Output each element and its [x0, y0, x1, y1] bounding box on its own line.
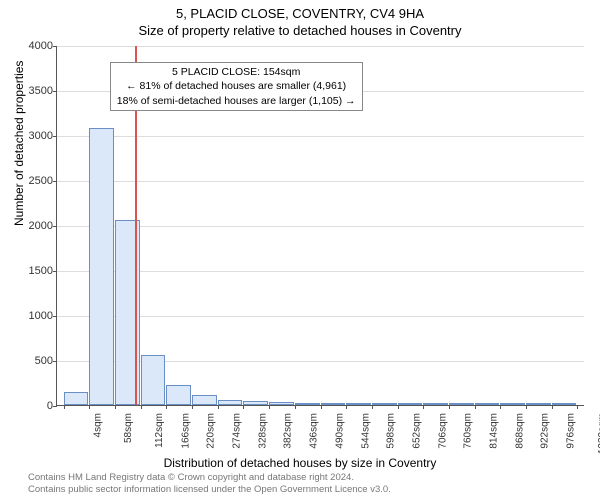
y-tick-label: 2500: [15, 175, 53, 187]
histogram-bar: [475, 403, 500, 405]
page-subtitle: Size of property relative to detached ho…: [0, 21, 600, 38]
footer-line-1: Contains HM Land Registry data © Crown c…: [28, 472, 391, 484]
histogram-bar: [141, 355, 166, 405]
x-tick-label: 274sqm: [232, 413, 243, 449]
x-tick-mark: [243, 405, 244, 409]
x-tick-mark: [295, 405, 296, 409]
x-tick-mark: [64, 405, 65, 409]
x-tick-mark: [346, 405, 347, 409]
histogram-bar: [64, 392, 89, 406]
y-tick-mark: [53, 406, 57, 407]
histogram-bar: [269, 402, 294, 405]
annotation-line: ← 81% of detached houses are smaller (4,…: [117, 79, 356, 93]
x-tick-mark: [89, 405, 90, 409]
x-tick-mark: [526, 405, 527, 409]
x-tick-label: 490sqm: [334, 413, 345, 449]
x-tick-label: 328sqm: [257, 413, 268, 449]
annotation-line: 5 PLACID CLOSE: 154sqm: [117, 65, 356, 79]
y-tick-mark: [53, 271, 57, 272]
annotation-line: 18% of semi-detached houses are larger (…: [117, 94, 356, 108]
histogram-bar: [295, 403, 320, 405]
footer-line-2: Contains public sector information licen…: [28, 484, 391, 496]
histogram-bar: [526, 403, 551, 405]
x-tick-label: 436sqm: [309, 413, 320, 449]
x-tick-label: 706sqm: [437, 413, 448, 449]
x-tick-mark: [141, 405, 142, 409]
x-tick-mark: [192, 405, 193, 409]
x-tick-mark: [218, 405, 219, 409]
x-tick-mark: [269, 405, 270, 409]
x-tick-label: 922sqm: [540, 413, 551, 449]
x-tick-mark: [166, 405, 167, 409]
x-tick-label: 112sqm: [154, 413, 165, 448]
histogram-bar: [192, 395, 217, 405]
x-tick-label: 598sqm: [386, 413, 397, 449]
x-tick-label: 382sqm: [283, 413, 294, 449]
histogram-bar: [552, 403, 577, 405]
histogram-chart: 050010001500200025003000350040004sqm58sq…: [56, 46, 584, 406]
x-tick-label: 814sqm: [489, 413, 500, 449]
y-tick-mark: [53, 91, 57, 92]
y-tick-label: 2000: [15, 220, 53, 232]
y-tick-label: 1500: [15, 265, 53, 277]
page-title-address: 5, PLACID CLOSE, COVENTRY, CV4 9HA: [0, 0, 600, 21]
x-tick-mark: [449, 405, 450, 409]
y-tick-mark: [53, 136, 57, 137]
x-tick-label: 652sqm: [411, 413, 422, 449]
x-tick-label: 868sqm: [514, 413, 525, 449]
y-tick-label: 500: [15, 355, 53, 367]
y-tick-mark: [53, 181, 57, 182]
attribution-footer: Contains HM Land Registry data © Crown c…: [28, 472, 391, 496]
histogram-bar: [89, 128, 114, 405]
x-tick-mark: [577, 405, 578, 409]
histogram-bar: [346, 403, 371, 405]
x-tick-label: 220sqm: [206, 413, 217, 449]
x-tick-mark: [552, 405, 553, 409]
y-tick-mark: [53, 316, 57, 317]
x-tick-mark: [321, 405, 322, 409]
x-tick-mark: [475, 405, 476, 409]
x-tick-mark: [423, 405, 424, 409]
histogram-bar: [500, 403, 525, 405]
histogram-bar: [243, 401, 268, 405]
histogram-bar: [321, 403, 346, 405]
x-tick-label: 760sqm: [463, 413, 474, 449]
x-axis-label: Distribution of detached houses by size …: [0, 456, 600, 470]
x-tick-mark: [398, 405, 399, 409]
histogram-bar: [372, 403, 397, 405]
x-tick-label: 4sqm: [92, 413, 103, 437]
x-tick-mark: [500, 405, 501, 409]
y-tick-label: 1000: [15, 310, 53, 322]
y-tick-mark: [53, 361, 57, 362]
x-tick-label: 544sqm: [360, 413, 371, 449]
y-tick-label: 0: [15, 400, 53, 412]
x-tick-mark: [115, 405, 116, 409]
x-tick-label: 166sqm: [180, 413, 191, 449]
histogram-bar: [166, 385, 191, 405]
x-tick-label: 976sqm: [566, 413, 577, 449]
y-tick-label: 3500: [15, 85, 53, 97]
plot-area: 050010001500200025003000350040004sqm58sq…: [56, 46, 584, 406]
histogram-bar: [398, 403, 423, 405]
y-tick-label: 4000: [15, 40, 53, 52]
histogram-bar: [423, 403, 448, 405]
x-tick-mark: [372, 405, 373, 409]
y-tick-mark: [53, 46, 57, 47]
histogram-bar: [218, 400, 243, 405]
annotation-box: 5 PLACID CLOSE: 154sqm← 81% of detached …: [110, 62, 363, 111]
x-tick-label: 58sqm: [123, 413, 134, 443]
histogram-bar: [449, 403, 474, 405]
y-tick-mark: [53, 226, 57, 227]
y-tick-label: 3000: [15, 130, 53, 142]
